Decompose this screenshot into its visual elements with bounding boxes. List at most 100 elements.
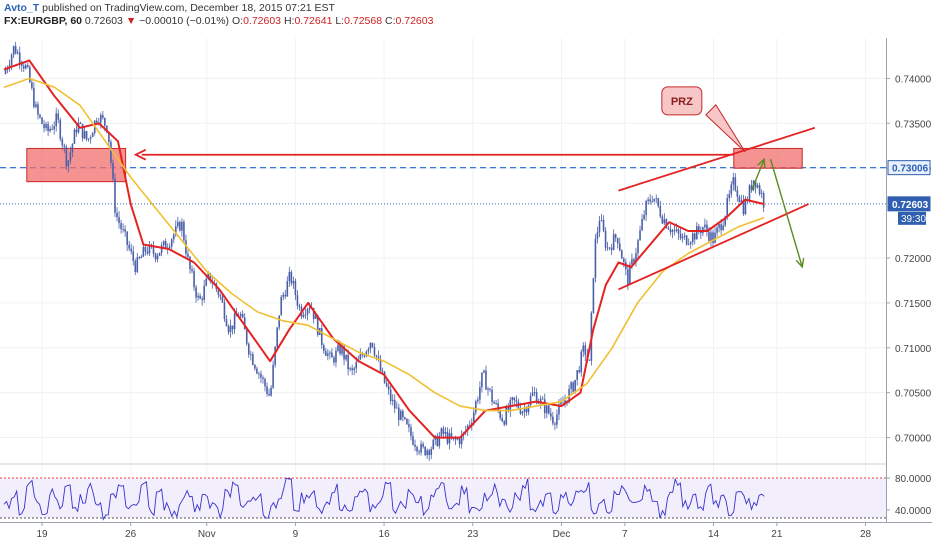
candle-body [158, 252, 161, 256]
candle-body [47, 123, 49, 131]
candle-body [631, 259, 633, 265]
candle-body [600, 219, 603, 222]
candle-body [274, 346, 276, 365]
high-value: 0.72641 [294, 15, 333, 27]
candle-body [493, 401, 495, 404]
candle-body [677, 229, 680, 234]
candle-body [548, 405, 550, 414]
author-link[interactable]: Avto_T [4, 2, 40, 14]
price-tick-label: 0.71000 [895, 344, 932, 355]
candle-body [185, 240, 187, 254]
candle-body [436, 435, 439, 446]
candle-body [120, 223, 122, 230]
candle-body [485, 370, 487, 390]
candle-body [162, 241, 165, 246]
candle-body [519, 408, 522, 414]
candle-body [207, 273, 210, 279]
candle-body [128, 244, 130, 249]
candle-body [533, 392, 536, 393]
candle-body [473, 412, 475, 424]
candle-body [106, 125, 108, 133]
candle-body [102, 114, 104, 118]
candle-body [75, 129, 78, 133]
candle-body [720, 224, 722, 231]
time-tick-label: 16 [379, 529, 391, 540]
candle-body [205, 278, 208, 286]
published-note: published on TradingView.com, December 1… [42, 2, 335, 14]
time-tick-label: 26 [125, 529, 137, 540]
candle-body [576, 370, 578, 380]
rsi-tick-label: 80.0000 [895, 474, 932, 485]
symbol-label[interactable]: FX:EURGBP, 60 [4, 15, 82, 27]
candle-body [156, 255, 159, 260]
candle-body [673, 230, 676, 232]
candle-body [762, 193, 765, 208]
candle-body [379, 359, 382, 372]
candle-body [614, 234, 617, 239]
candle-body [685, 235, 688, 245]
candle-body [177, 221, 179, 227]
candle-body [65, 146, 68, 167]
candle-body [643, 215, 645, 220]
change-value: −0.00010 (−0.01%) [139, 15, 230, 27]
candle-body [37, 104, 39, 115]
candle-body [20, 63, 23, 66]
countdown-badge [898, 211, 926, 225]
candle-body [604, 230, 607, 248]
candle-body [545, 405, 548, 414]
candle-body [531, 392, 534, 396]
candle-body [653, 198, 656, 202]
candle-body [306, 309, 309, 315]
candle-body [99, 114, 102, 123]
time-tick-label: 14 [708, 529, 720, 540]
channel-lower-line [618, 203, 809, 291]
candle-body [647, 199, 649, 201]
candle-body [33, 87, 35, 107]
candle-body [440, 428, 443, 436]
candle-body [564, 400, 566, 404]
candle-body [73, 129, 76, 144]
candle-body [537, 402, 540, 404]
candle-body [418, 451, 420, 453]
candle-body [704, 224, 706, 228]
candle-body [203, 285, 205, 300]
time-tick-label: 9 [293, 529, 299, 540]
candle-body [718, 224, 720, 228]
time-tick-label: 19 [36, 529, 48, 540]
candle-body [168, 246, 171, 248]
candle-body [756, 185, 759, 188]
candle-body [282, 294, 285, 297]
candle-body [322, 344, 325, 351]
candle-body [385, 383, 388, 387]
candle-body [172, 234, 175, 240]
open-label: O: [231, 15, 244, 27]
candle-body [543, 399, 546, 414]
candle-body [264, 378, 266, 387]
candle-body [197, 295, 199, 298]
candle-body [420, 443, 422, 453]
candle-body [152, 246, 155, 254]
candle-body [179, 221, 181, 231]
annotation-zones [0, 147, 886, 205]
candle-body [294, 280, 297, 296]
candle-body [635, 253, 637, 263]
candle-body [373, 347, 376, 356]
candle-body [329, 352, 331, 354]
candle-body [112, 162, 114, 179]
candle-body [104, 117, 106, 126]
green-down-arrow-line [769, 159, 803, 268]
candle-body [345, 354, 347, 360]
candle-body [61, 139, 64, 146]
candle-body [391, 399, 394, 402]
candle-body [361, 354, 364, 356]
time-tick-label: 23 [467, 529, 479, 540]
candle-body [521, 411, 524, 414]
rsi-tick-label: 40.0000 [895, 506, 932, 517]
candle-body [742, 200, 745, 215]
candle-body [14, 46, 17, 54]
last-price: 0.72603 [84, 15, 123, 27]
candle-body [525, 408, 528, 413]
candle-body [758, 185, 761, 194]
candle-body [45, 123, 47, 129]
